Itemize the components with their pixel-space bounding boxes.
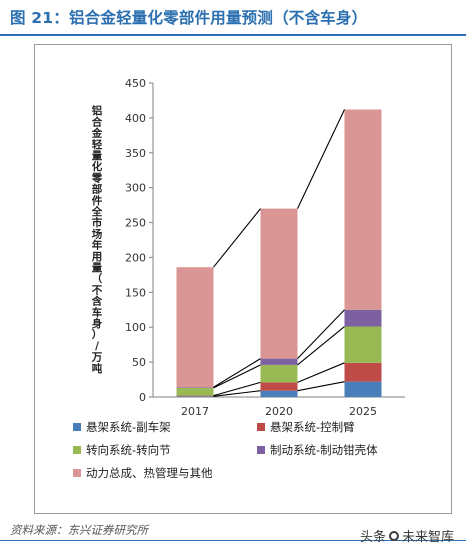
legend-swatch: [73, 423, 81, 431]
source-note: 资料来源：东兴证券研究所: [10, 523, 148, 537]
legend-swatch: [73, 469, 81, 477]
legend-label: 制动系统-制动钳壳体: [270, 443, 378, 457]
connector-line: [297, 326, 345, 366]
bar-segment: [260, 382, 298, 391]
y-axis-title-char: 车: [92, 306, 103, 319]
y-tick-label: 250: [125, 217, 146, 230]
legend-label: 悬架系统-副车架: [86, 420, 171, 434]
watermark: 头条 未来智库: [360, 526, 454, 545]
y-axis-title-char: ）: [92, 328, 103, 341]
source-rule: [0, 540, 466, 541]
bar-segment: [260, 358, 298, 365]
bar-segment: [344, 381, 382, 397]
y-axis-title-char: 市: [92, 216, 103, 229]
y-axis-title-char: 铝: [92, 104, 103, 117]
y-tick-label: 50: [132, 356, 146, 369]
header-rule: [0, 34, 466, 36]
chart-frame: 0 50 100 150 200 250 300 350 400 450 铝合金轻量化零部件全市场年…: [34, 44, 452, 514]
connector-line: [297, 362, 345, 383]
y-axis-title-char: 场: [92, 227, 103, 240]
legend-swatch: [257, 446, 265, 454]
bar-segment: [176, 395, 214, 397]
x-tick-label: 2020: [265, 405, 293, 418]
y-tick-label: 0: [139, 391, 146, 404]
y-axis-title-char: 量: [92, 261, 103, 274]
y-axis-title-char: 零: [91, 172, 103, 184]
legend-label: 悬架系统-控制臂: [270, 420, 355, 434]
y-axis-title-char: 含: [92, 295, 103, 308]
legend-swatch: [257, 423, 265, 431]
bar-segment: [344, 362, 382, 382]
y-axis-title-char: 轻: [92, 138, 103, 151]
bar-segment: [176, 396, 214, 397]
watermark-logo-icon: [389, 530, 400, 541]
bar-segment: [344, 326, 382, 363]
connector-line: [213, 390, 261, 397]
connector-line: [297, 109, 345, 209]
legend-label: 动力总成、热管理与其他: [86, 466, 213, 480]
header: 图 21：铝合金轻量化零部件用量预测（不含车身）: [0, 0, 466, 34]
connector-line: [213, 208, 261, 268]
legend-swatch: [73, 446, 81, 454]
bar-segment: [260, 208, 298, 359]
watermark-right: 未来智库: [402, 530, 455, 545]
y-axis-title-char: （: [92, 272, 103, 285]
y-tick-label: 100: [125, 321, 146, 334]
bar-segment: [260, 390, 298, 397]
bar-segment: [260, 364, 298, 383]
connector-line: [213, 381, 261, 397]
y-axis-title-char: 量: [92, 149, 103, 162]
connector-line: [213, 364, 261, 389]
bar-segment: [176, 387, 214, 388]
y-axis-title-char: 吨: [92, 362, 103, 375]
y-axis-title-char: 万: [91, 352, 103, 364]
y-axis-title-char: 年: [92, 239, 103, 252]
y-tick-label: 150: [125, 286, 146, 299]
y-tick-label: 400: [125, 112, 146, 125]
stacked-bar-chart: 050100150200250300350400450铝合金轻量化零部件全市场年…: [73, 77, 405, 480]
y-axis-title-char: 金: [91, 127, 103, 140]
bar-segment: [176, 267, 214, 388]
x-tick-label: 2017: [181, 405, 209, 418]
y-axis-title-char: 不: [92, 284, 103, 296]
y-tick-label: 200: [125, 251, 146, 264]
bar-segment: [176, 387, 214, 396]
connector-line: [213, 358, 261, 388]
figure-title: 图 21：铝合金轻量化零部件用量预测（不含车身）: [10, 9, 368, 27]
watermark-left: 头条: [360, 530, 387, 545]
bar-segment: [344, 309, 382, 327]
y-axis-title-char: 部: [92, 183, 103, 196]
y-tick-label: 450: [125, 77, 146, 90]
y-axis-title-char: 件: [92, 194, 103, 207]
y-axis-title-char: 化: [92, 160, 103, 173]
connector-line: [297, 309, 345, 360]
y-axis-title-char: 合: [91, 115, 103, 128]
y-axis-title-char: 身: [92, 317, 103, 330]
y-axis-title-char: 用: [91, 251, 103, 263]
y-axis-title-char: /: [95, 340, 99, 352]
x-tick-label: 2025: [349, 405, 377, 418]
y-tick-label: 350: [125, 147, 146, 160]
y-axis-title-char: 全: [91, 205, 103, 218]
bar-segment: [344, 109, 382, 310]
y-tick-label: 300: [125, 182, 146, 195]
connector-line: [297, 381, 345, 392]
legend-label: 转向系统-转向节: [86, 443, 171, 457]
